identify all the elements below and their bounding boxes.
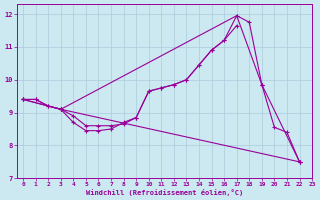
X-axis label: Windchill (Refroidissement éolien,°C): Windchill (Refroidissement éolien,°C) bbox=[86, 189, 243, 196]
